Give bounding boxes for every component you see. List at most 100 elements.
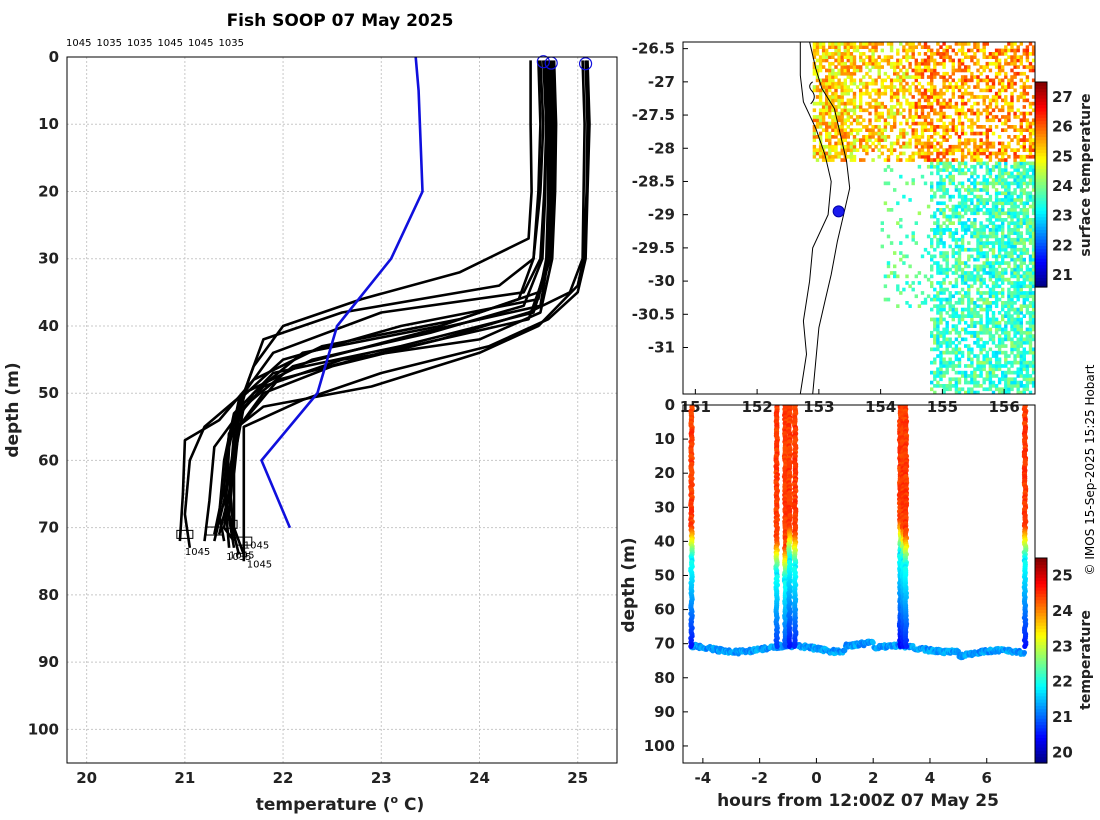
colorbar-segment: [1035, 216, 1047, 221]
sst-pixel: [1007, 244, 1011, 249]
sst-pixel: [994, 350, 999, 355]
sst-pixel: [985, 181, 989, 186]
sst-pixel: [976, 337, 980, 342]
colorbar-segment: [1035, 219, 1047, 224]
sst-pixel: [1013, 284, 1017, 289]
sst-pixel: [846, 48, 850, 53]
sst-pixel: [920, 115, 925, 119]
sst-pixel: [1019, 324, 1023, 328]
sst-pixel: [899, 151, 903, 156]
sst-pixel: [1004, 277, 1008, 282]
sst-pixel: [945, 257, 949, 262]
sst-pixel: [979, 234, 983, 239]
sst-pixel: [914, 101, 918, 106]
sst-pixel: [840, 128, 844, 132]
sst-pixel: [1025, 228, 1030, 232]
sst-pixel: [855, 128, 860, 132]
sst-pixel: [1019, 128, 1023, 132]
sst-pixel: [828, 95, 832, 99]
colorbar-tick-label: 25: [1052, 567, 1073, 585]
sst-pixel: [994, 317, 999, 322]
sst-pixel: [985, 191, 989, 196]
sst-pixel: [982, 178, 986, 182]
sst-pixel: [825, 144, 829, 149]
sst-pixel: [930, 128, 934, 132]
sst-pixel: [991, 201, 996, 206]
sst-pixel: [948, 45, 952, 49]
sst-pixel: [834, 118, 838, 123]
sst-pixel: [991, 98, 996, 103]
sst-pixel: [948, 198, 952, 202]
sst-pixel: [917, 151, 922, 156]
sst-pixel: [951, 91, 955, 96]
sst-pixel: [954, 264, 959, 269]
sst-pixel: [967, 48, 971, 53]
y-tick-label: 90: [38, 653, 59, 671]
sst-pixel: [1022, 168, 1026, 172]
colorbar-segment: [1035, 197, 1047, 202]
sst-pixel: [843, 121, 847, 126]
sst-pixel: [976, 320, 980, 325]
sst-pixel: [976, 211, 980, 216]
sst-pixel: [855, 45, 860, 49]
sst-pixel: [979, 277, 983, 282]
sst-pixel: [997, 311, 1002, 315]
sst-pixel: [812, 101, 817, 106]
sst-pixel: [1031, 264, 1035, 269]
sst-pixel: [942, 135, 946, 139]
sst-pixel: [877, 75, 881, 79]
sst-pixel: [973, 384, 977, 388]
sst-pixel: [954, 324, 959, 328]
sst-pixel: [923, 98, 928, 103]
sst-pixel: [920, 75, 925, 79]
sst-pixel: [970, 128, 974, 132]
sst-pixel: [936, 261, 940, 265]
sst-pixel: [1031, 231, 1035, 235]
sst-pixel: [985, 317, 989, 322]
sst-pixel: [960, 287, 965, 292]
sst-pixel: [1028, 221, 1033, 225]
sst-pixel: [988, 317, 993, 322]
sst-pixel: [1031, 184, 1035, 189]
sst-pixel: [883, 78, 888, 83]
sst-pixel: [945, 174, 949, 179]
sst-pixel: [939, 211, 943, 216]
sst-pixel: [1028, 228, 1033, 232]
sst-pixel: [997, 161, 1002, 166]
sst-pixel: [880, 244, 884, 249]
sst-pixel: [815, 68, 820, 73]
sst-pixel: [812, 42, 817, 46]
colorbar-segment: [1035, 114, 1047, 118]
sst-pixel: [1022, 188, 1026, 192]
sst-pixel: [939, 320, 943, 325]
sst-pixel: [964, 138, 968, 142]
sst-pixel: [964, 228, 968, 232]
sst-pixel: [991, 55, 996, 59]
sst-pixel: [997, 367, 1002, 372]
sst-pixel: [1013, 181, 1017, 186]
sst-pixel: [948, 384, 952, 388]
sst-pixel: [967, 387, 971, 392]
sst-pixel: [868, 58, 872, 63]
colorbar-segment: [1035, 133, 1047, 138]
sst-pixel: [831, 128, 835, 132]
sst-pixel: [831, 42, 835, 46]
sst-pixel: [905, 281, 909, 285]
sst-pixel: [899, 128, 903, 132]
sst-pixel: [886, 55, 891, 59]
sst-pixel: [923, 154, 928, 159]
sst-pixel: [997, 68, 1002, 73]
colorbar-segment: [1035, 580, 1047, 585]
sst-pixel: [920, 105, 925, 109]
sst-pixel: [877, 138, 881, 142]
sst-pixel: [871, 55, 875, 59]
sst-pixel: [846, 101, 850, 106]
sst-pixel: [933, 58, 937, 63]
sst-pixel: [988, 171, 993, 176]
x-tick-label: -4: [695, 769, 712, 787]
sst-pixel: [930, 274, 934, 279]
sst-pixel: [982, 354, 986, 358]
sst-pixel: [982, 267, 986, 272]
sst-pixel: [936, 294, 940, 299]
sst-pixel: [1016, 221, 1020, 225]
